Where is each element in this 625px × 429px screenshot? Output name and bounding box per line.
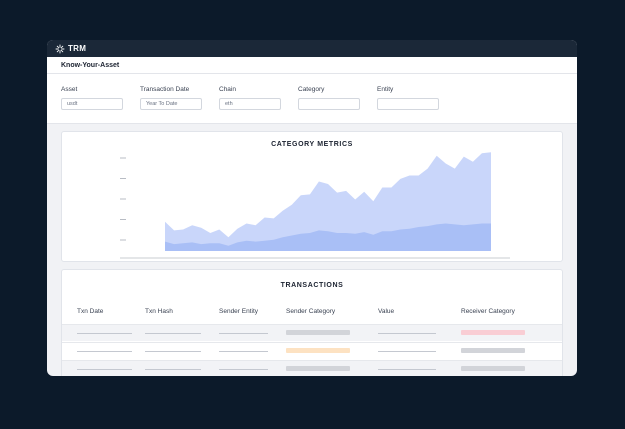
table-row[interactable] — [62, 342, 562, 359]
filter-transaction-date-label: Transaction Date — [140, 86, 190, 93]
cell-placeholder — [145, 369, 201, 370]
table-row[interactable] — [62, 324, 562, 341]
filter-entity-label: Entity — [377, 86, 394, 93]
asset-input[interactable]: usdt — [61, 98, 123, 110]
category-metrics-card: CATEGORY METRICS — [61, 131, 563, 262]
cell-placeholder — [77, 351, 132, 352]
brand-logo-text: TRM — [68, 44, 87, 53]
filter-transaction-date: Transaction Date Year To Date — [140, 86, 202, 110]
cell-placeholder — [145, 333, 201, 334]
cell-placeholder — [378, 351, 436, 352]
filter-chain: Chain eth — [219, 86, 281, 110]
area-series-1[interactable] — [165, 152, 491, 251]
transactions-card: TRANSACTIONS Txn Date Txn Hash Sender En… — [61, 269, 563, 376]
sender-category-pill — [286, 348, 350, 353]
cell-placeholder — [77, 333, 132, 334]
cell-placeholder — [378, 333, 436, 334]
cell-placeholder — [219, 351, 268, 352]
filter-asset: Asset usdt — [61, 86, 123, 110]
column-header-txn-hash[interactable]: Txn Hash — [145, 308, 173, 315]
transactions-title: TRANSACTIONS — [280, 282, 344, 289]
receiver-category-pill — [461, 366, 525, 371]
cell-placeholder — [219, 333, 268, 334]
column-header-sender-category[interactable]: Sender Category — [286, 308, 336, 315]
filter-bar: Asset usdt Transaction Date Year To Date… — [47, 74, 577, 124]
cell-placeholder — [77, 369, 132, 370]
cell-placeholder — [378, 369, 436, 370]
table-row[interactable] — [62, 360, 562, 376]
filter-category-label: Category — [298, 86, 325, 93]
category-metrics-chart — [120, 152, 510, 259]
receiver-category-pill — [461, 330, 525, 335]
transaction-date-input[interactable]: Year To Date — [140, 98, 202, 110]
chain-input[interactable]: eth — [219, 98, 281, 110]
trm-snowflake-icon — [55, 44, 65, 53]
page-header: Know-Your-Asset — [47, 57, 577, 74]
area-series-2[interactable] — [165, 223, 491, 252]
cell-placeholder — [219, 369, 268, 370]
cell-placeholder — [145, 351, 201, 352]
page-title: Know-Your-Asset — [61, 61, 120, 69]
column-header-txn-date[interactable]: Txn Date — [77, 308, 104, 315]
column-header-receiver-category[interactable]: Receiver Category — [461, 308, 515, 315]
column-header-sender-entity[interactable]: Sender Entity — [219, 308, 259, 315]
filter-chain-label: Chain — [219, 86, 236, 93]
app-window: TRM Know-Your-Asset Asset usdt Transacti… — [47, 40, 577, 376]
sender-category-pill — [286, 366, 350, 371]
entity-input[interactable] — [377, 98, 439, 110]
filter-entity: Entity — [377, 86, 439, 110]
column-header-value[interactable]: Value — [378, 308, 395, 315]
receiver-category-pill — [461, 348, 525, 353]
filter-asset-label: Asset — [61, 86, 78, 93]
title-bar: TRM — [47, 40, 577, 57]
category-input[interactable] — [298, 98, 360, 110]
chart-title: CATEGORY METRICS — [271, 141, 353, 148]
filter-category: Category — [298, 86, 360, 110]
sender-category-pill — [286, 330, 350, 335]
